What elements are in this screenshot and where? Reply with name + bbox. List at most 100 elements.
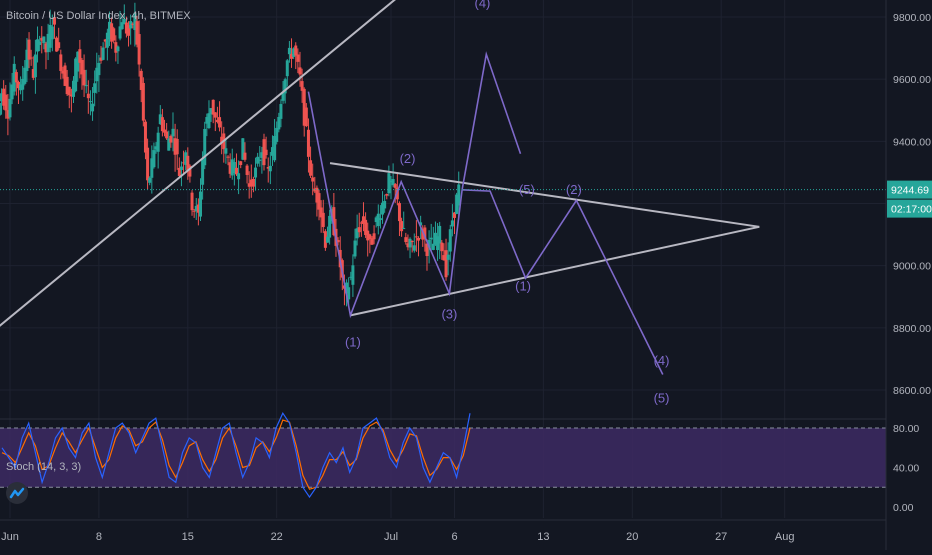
candle-body	[385, 194, 389, 196]
candle-body	[171, 128, 175, 137]
candle-body	[408, 238, 412, 248]
candle-body	[4, 94, 8, 111]
time-tick-label: 8	[96, 531, 102, 543]
candle-body	[110, 23, 114, 42]
candle-body	[457, 184, 461, 206]
stoch-level-label: 0.00	[893, 502, 914, 514]
candle-body	[277, 116, 281, 130]
candle-body	[266, 167, 270, 169]
candle-body	[279, 104, 283, 119]
candle-body	[97, 62, 101, 76]
candle-body	[268, 165, 272, 172]
candle-body	[287, 47, 291, 55]
candle-body	[107, 21, 111, 40]
candle-body	[224, 148, 228, 154]
candle-body	[283, 79, 287, 94]
candle-body	[65, 76, 69, 95]
candle-body	[349, 276, 353, 278]
candle-body	[215, 119, 219, 123]
candle-body	[226, 156, 230, 158]
candle-body	[84, 84, 88, 87]
candle-body	[57, 42, 61, 49]
candle-body	[160, 117, 164, 132]
candle-body	[366, 230, 370, 241]
candle-body	[374, 217, 378, 223]
candle-body	[304, 107, 308, 127]
candle-body	[353, 240, 357, 257]
candle-body	[425, 243, 429, 257]
candle-body	[133, 12, 137, 31]
candle-body	[230, 159, 234, 176]
price-tick-label: 9600.00	[893, 74, 931, 86]
candle-body	[321, 212, 325, 228]
trendlines	[0, 0, 760, 327]
candle-body	[184, 152, 188, 165]
candle-body	[313, 188, 317, 192]
candle-body	[25, 49, 29, 72]
candle-body	[300, 81, 304, 91]
candle-body	[402, 228, 406, 230]
candle-body	[429, 237, 433, 240]
candle-body	[387, 173, 391, 194]
trendline	[329, 162, 760, 228]
candle-body	[281, 92, 285, 101]
candle-body	[6, 110, 10, 119]
candle-body	[175, 138, 179, 155]
candle-body	[351, 265, 355, 285]
candle-body	[169, 135, 173, 143]
candle-body	[256, 156, 260, 164]
candle-body	[453, 212, 456, 218]
price-tick-label: 8600.00	[893, 385, 931, 397]
candle-body	[275, 127, 279, 142]
candle-body	[372, 233, 376, 240]
candle-body	[2, 88, 6, 106]
wave-label: (1)	[345, 334, 361, 349]
candle-body	[137, 34, 141, 65]
candle-body	[345, 282, 349, 294]
candle-body	[33, 54, 37, 78]
candle-body	[239, 161, 243, 166]
candle-body	[455, 194, 459, 214]
candle-body	[209, 108, 213, 115]
candle-body	[347, 287, 351, 300]
candle-body	[319, 207, 323, 218]
candle-body	[42, 36, 46, 44]
candle-body	[0, 102, 1, 116]
time-axis: Jun 8 15 22 Jul 6 13 20 27 Aug	[0, 519, 886, 543]
candle-body	[36, 39, 40, 52]
candle-body	[211, 99, 215, 115]
time-tick-label: Jul	[384, 531, 398, 543]
time-tick-label: 6	[451, 531, 457, 543]
candle-body	[150, 158, 154, 178]
candle-body	[251, 178, 255, 187]
candle-body	[154, 146, 158, 150]
candle-body	[101, 47, 105, 60]
candle-body	[186, 155, 190, 171]
candle-body	[152, 150, 156, 168]
candle-body	[82, 69, 86, 86]
countdown-label: 02:17:00	[891, 204, 932, 216]
price-tick-label: 9000.00	[893, 261, 931, 273]
candle-body	[290, 53, 294, 59]
candle-body	[14, 72, 18, 83]
candle-body	[127, 25, 131, 36]
candle-body	[431, 243, 435, 250]
candle-body	[179, 166, 183, 170]
candle-body	[245, 165, 249, 175]
countdown-tag	[887, 199, 932, 218]
candle-body	[450, 220, 454, 227]
stochastic-pane	[0, 411, 886, 499]
trendline	[350, 225, 760, 317]
candle-body	[355, 228, 359, 239]
wave-label: (5)	[519, 182, 535, 197]
candle-body	[50, 26, 54, 40]
candle-body	[323, 231, 327, 248]
candle-body	[444, 250, 448, 278]
candle-body	[105, 32, 109, 48]
candle-body	[423, 227, 427, 239]
candle-body	[317, 193, 321, 210]
candle-body	[74, 58, 78, 92]
tradingview-logo[interactable]	[6, 482, 28, 504]
candle-body	[218, 117, 222, 128]
